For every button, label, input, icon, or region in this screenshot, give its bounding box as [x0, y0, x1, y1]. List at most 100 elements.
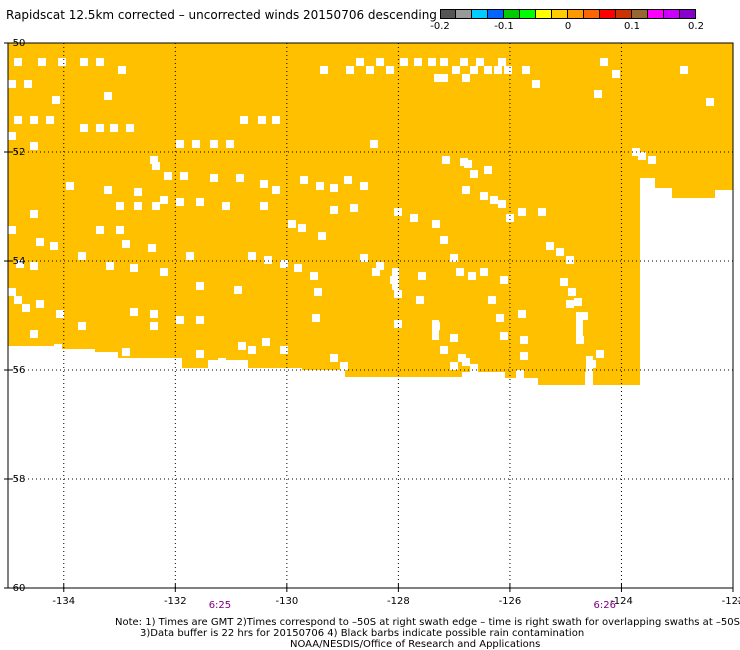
data-gap-cell [30, 210, 38, 218]
data-gap-cell [450, 254, 458, 262]
data-gap-cell [638, 152, 646, 160]
data-gap-cell [104, 92, 112, 100]
data-gap-cell [440, 346, 448, 354]
note-line-3: NOAA/NESDIS/Office of Research and Appli… [290, 639, 541, 650]
data-gap-cell [312, 314, 320, 322]
data-gap-cell [594, 90, 602, 98]
data-gap-cell [566, 256, 574, 264]
data-gap-cell [38, 58, 46, 66]
data-gap-cell [418, 272, 426, 280]
data-gap-cell [196, 316, 204, 324]
data-gap-cell [434, 74, 442, 82]
colorbar-tick-label: 0.2 [688, 21, 704, 32]
data-gap-cell [442, 156, 450, 164]
data-gap-cell [480, 268, 488, 276]
colorbar-tick-label: 0 [564, 21, 572, 32]
data-gap-cell [450, 362, 458, 370]
data-gap-cell [122, 240, 130, 248]
data-gap-cell [116, 202, 124, 210]
colorbar-swatch [536, 9, 552, 19]
data-gap-cell [566, 300, 574, 308]
data-gap-cell [344, 176, 352, 184]
map-frame [7, 42, 734, 589]
data-gap-cell [78, 322, 86, 330]
colorbar-swatch [472, 9, 488, 19]
data-gap-cell [152, 202, 160, 210]
data-gap-cell [106, 262, 114, 270]
data-gap-cell [222, 202, 230, 210]
data-gap-cell [150, 322, 158, 330]
data-gap-cell [196, 350, 204, 358]
note-line-2: 3)Data buffer is 22 hrs for 20150706 4) … [140, 628, 585, 639]
data-gap-cell [360, 182, 368, 190]
latitude-tick-label: -56 [9, 365, 25, 376]
data-gap-cell [516, 370, 524, 378]
colorbar-tick-label: 0.1 [624, 21, 640, 32]
data-gap-cell [50, 242, 58, 250]
data-gap-cell [484, 166, 492, 174]
colorbar-swatch [440, 9, 456, 19]
wind-swath-area [8, 43, 733, 385]
data-gap-cell [122, 348, 130, 356]
data-gap-cell [596, 350, 604, 358]
data-gap-cell [160, 196, 168, 204]
colorbar-swatch [600, 9, 616, 19]
data-gap-cell [96, 124, 104, 132]
data-gap-cell [126, 124, 134, 132]
data-gap-cell [600, 58, 608, 66]
latitude-tick-label: -52 [9, 147, 25, 158]
data-gap-cell [416, 296, 424, 304]
data-gap-cell [318, 232, 326, 240]
data-gap-cell [52, 96, 60, 104]
longitude-tick-label: -122 [722, 596, 740, 607]
data-gap-cell [248, 346, 256, 354]
colorbar-frame [440, 9, 696, 19]
data-gap-cell [580, 312, 588, 320]
data-gap-cell [372, 268, 380, 276]
data-gap-cell [78, 252, 86, 260]
data-gap-cell [134, 202, 142, 210]
data-gap-cell [498, 58, 506, 66]
data-gap-cell [8, 288, 16, 296]
data-gap-cell [518, 310, 526, 318]
data-gap-cell [36, 300, 44, 308]
longitude-tick-label: -124 [610, 596, 633, 607]
data-gap-strip [392, 268, 399, 290]
data-gap-cell [346, 66, 354, 74]
data-gap-strip [432, 320, 439, 340]
data-gap-cell [164, 172, 172, 180]
data-gap-cell [470, 66, 478, 74]
data-gap-cell [356, 58, 364, 66]
data-gap-cell [522, 66, 530, 74]
data-gap-cell [236, 174, 244, 182]
data-gap-cell [118, 66, 126, 74]
latitude-tick-label: -58 [9, 474, 25, 485]
swath-time-label: 6:25 [208, 600, 232, 611]
data-gap-cell [234, 286, 242, 294]
data-gap-cell [462, 358, 470, 366]
data-gap-cell [8, 80, 16, 88]
data-gap-cell [370, 140, 378, 148]
latitude-tick-label: -54 [9, 256, 25, 267]
data-gap-cell [450, 334, 458, 342]
data-gap-cell [80, 58, 88, 66]
data-gap-cell [30, 330, 38, 338]
axis-ticks: -50 -52 -54 -56 -58 -60 -134 -132 -130 -128 -126 -1… [4, 38, 740, 607]
data-gap-cell [464, 160, 472, 168]
data-gap-cell [176, 140, 184, 148]
longitude-tick-label: -128 [387, 596, 410, 607]
data-gap-cell [470, 364, 478, 372]
data-gap-cell [488, 296, 496, 304]
data-gap-cell [298, 224, 306, 232]
data-gap-cell [14, 58, 22, 66]
data-gap-cell [264, 256, 272, 264]
data-gap-cell [452, 66, 460, 74]
data-gap-cell [476, 58, 484, 66]
data-gap-cell [706, 98, 714, 106]
data-gap-cell [260, 180, 268, 188]
data-gap-cell [410, 214, 418, 222]
colorbar-swatch [552, 9, 568, 19]
latitude-tick-label: -50 [9, 38, 25, 49]
data-gap-cell [648, 156, 656, 164]
swath-data-gaps [8, 58, 714, 386]
